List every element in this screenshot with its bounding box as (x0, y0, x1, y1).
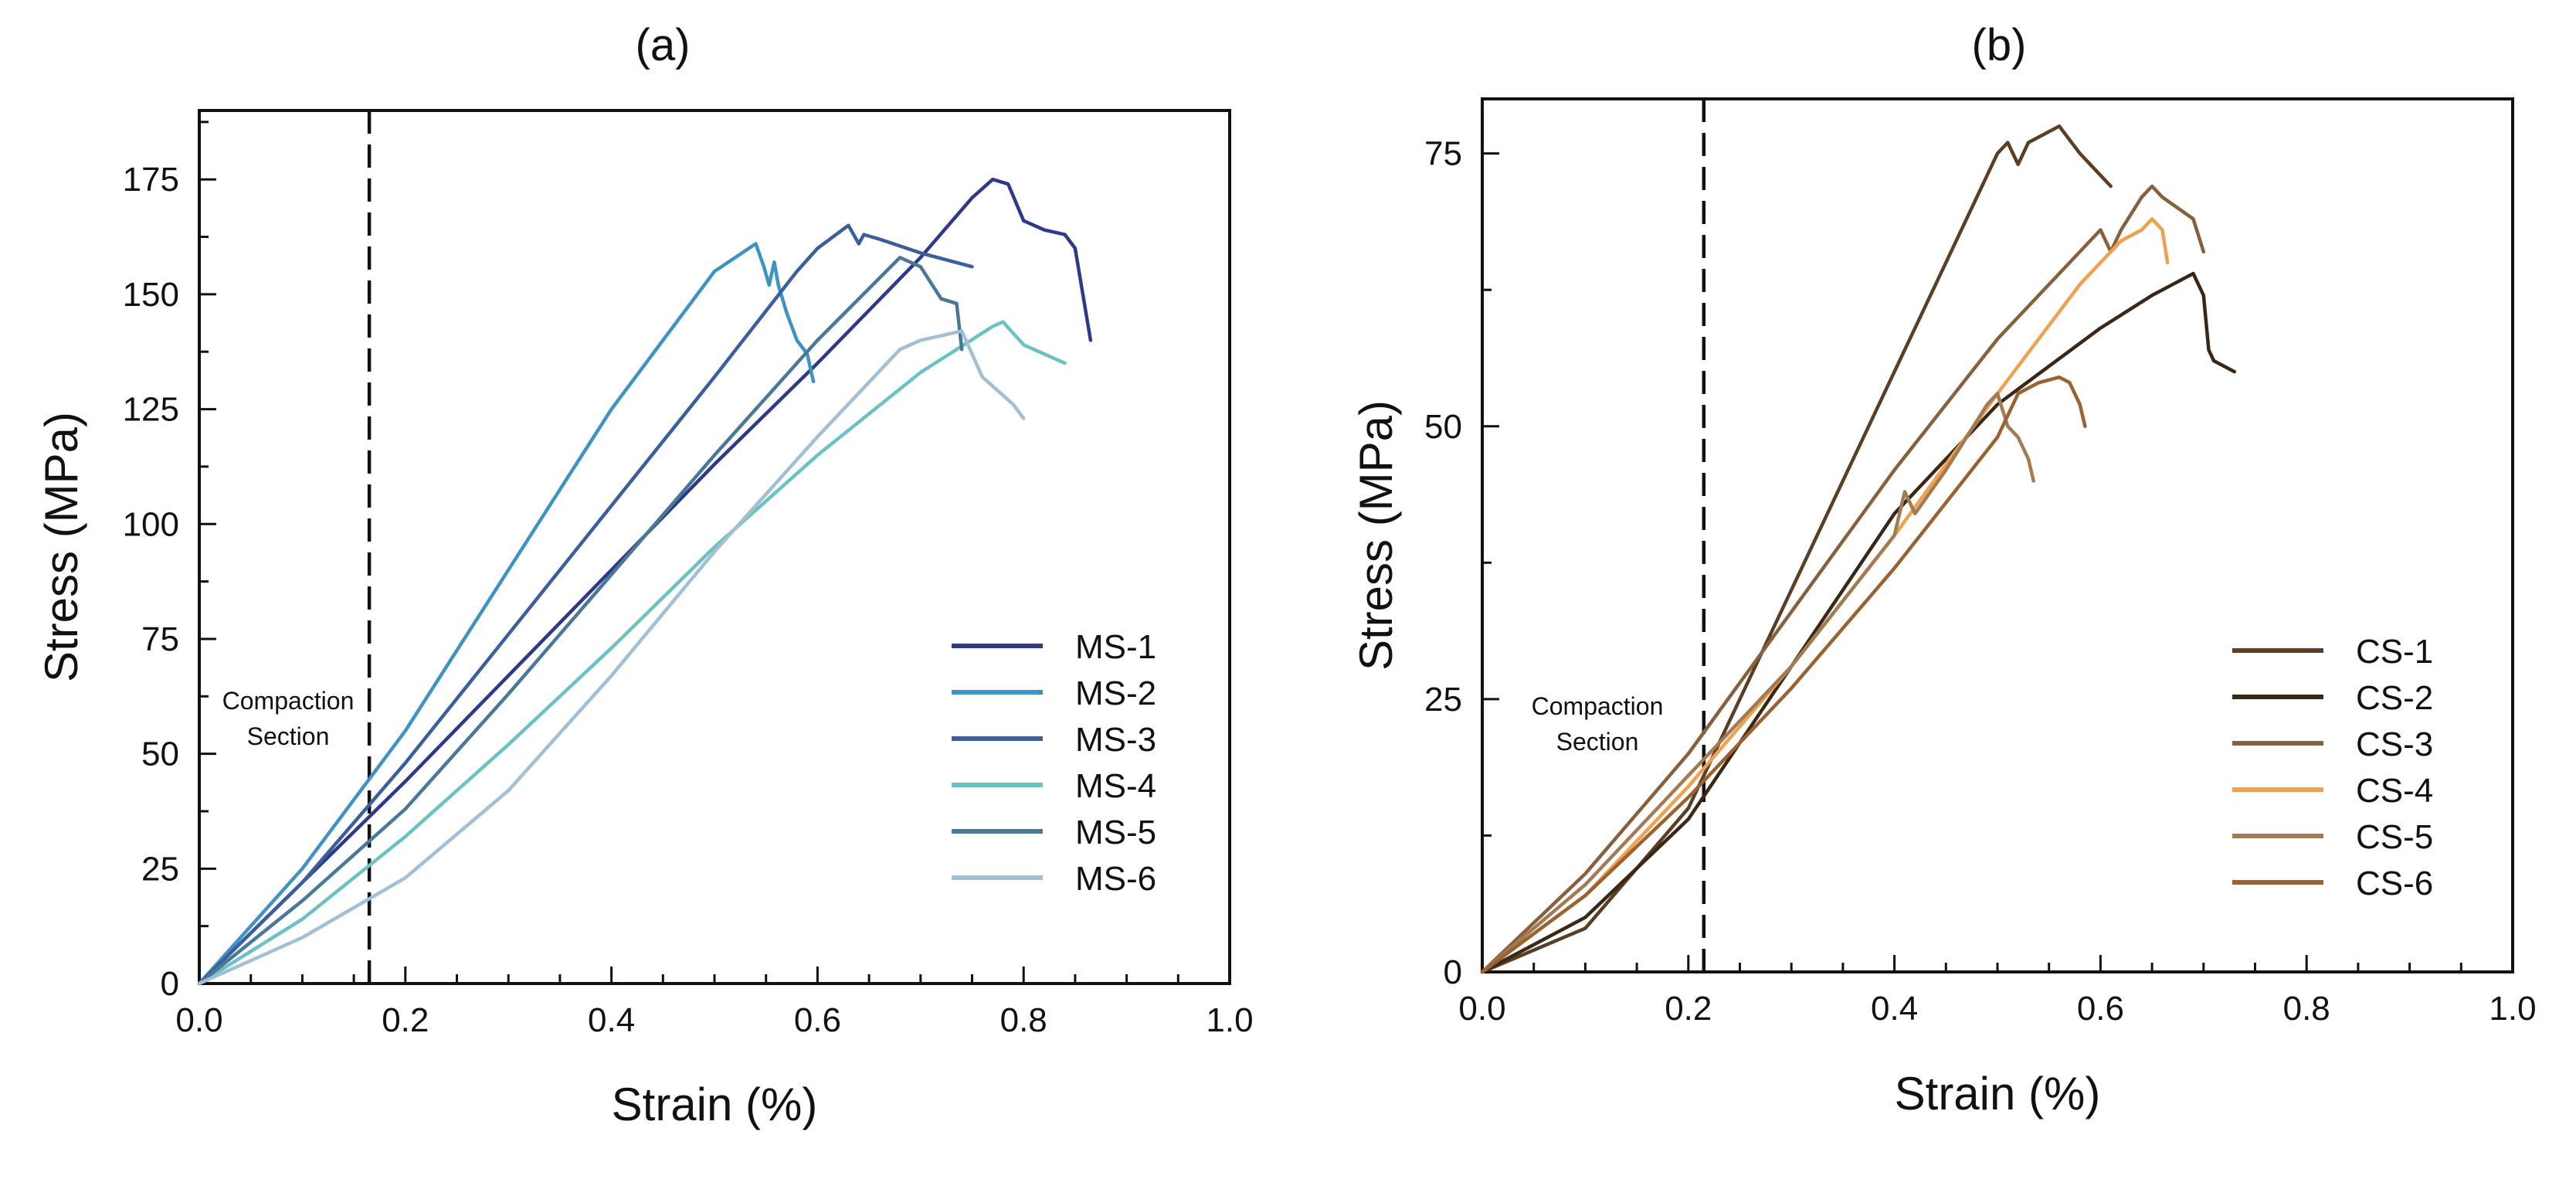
panel-a-title: (a) (636, 20, 691, 70)
legend-label-cs-4: CS-4 (2356, 772, 2433, 810)
series-cs-5 (1480, 392, 2035, 974)
x-tick-label: 0.4 (1871, 990, 1918, 1028)
x-tick-label: 0.0 (1458, 990, 1505, 1028)
legend-label-ms-3: MS-3 (1075, 721, 1156, 759)
legend-label-ms-1: MS-1 (1075, 628, 1156, 666)
series-cs-3 (1480, 184, 2206, 974)
legend-label-ms-2: MS-2 (1075, 674, 1156, 712)
panel-b-annotation-line-1: Compaction (1532, 692, 1664, 720)
x-tick-label: 0.0 (175, 1001, 222, 1039)
legend-label-cs-2: CS-2 (2356, 679, 2433, 717)
panel-b-legend: CS-1 CS-2 CS-3 CS-4 CS-5 CS-6 (2232, 633, 2433, 902)
y-tick-label: 75 (141, 620, 179, 658)
panel-b-title: (b) (1972, 20, 2027, 70)
x-tick-label: 1.0 (1206, 1001, 1253, 1039)
legend-label-ms-6: MS-6 (1075, 860, 1156, 898)
y-tick-label: 50 (1424, 408, 1462, 446)
panel-a: (a) 0.0 0.2 0.4 0.6 0.8 1.0 0 25 50 75 100 125 150 17… (36, 20, 1254, 1130)
panel-a-y-axis-label: Stress (MPa) (36, 412, 87, 682)
y-tick-label: 0 (1444, 953, 1462, 991)
panel-a-annotation-line-1: Compaction (222, 687, 355, 715)
series-cs-6 (1480, 375, 2087, 974)
x-tick-label: 0.2 (1665, 990, 1712, 1028)
panel-b-x-axis-label: Strain (%) (1895, 1068, 2101, 1120)
panel-a-series (197, 177, 1093, 986)
series-ms-4 (197, 320, 1067, 986)
x-tick-label: 0.8 (1000, 1001, 1047, 1039)
panel-b: (b) 0.0 0.2 0.4 0.6 0.8 1.0 0 25 50 75 Compaction… (1350, 20, 2537, 1120)
legend-label-ms-4: MS-4 (1075, 767, 1156, 805)
legend-label-cs-3: CS-3 (2356, 725, 2433, 763)
x-tick-label: 0.6 (794, 1001, 841, 1039)
y-tick-label: 150 (123, 276, 179, 314)
panel-b-annotation-line-2: Section (1556, 728, 1639, 756)
y-tick-label: 125 (123, 391, 179, 429)
legend-label-cs-5: CS-5 (2356, 818, 2433, 856)
y-tick-label: 100 (123, 505, 179, 543)
panel-a-x-axis-label: Strain (%) (612, 1079, 818, 1130)
panel-a-annotation-line-2: Section (247, 722, 330, 750)
panel-a-ticks: 0.0 0.2 0.4 0.6 0.8 1.0 0 25 50 75 100 125 150 175 (123, 121, 1254, 1039)
y-tick-label: 25 (141, 850, 179, 888)
x-tick-label: 0.6 (2077, 990, 2124, 1028)
legend-label-cs-6: CS-6 (2356, 865, 2433, 902)
series-cs-4 (1480, 217, 2170, 974)
series-ms-6 (197, 329, 1026, 986)
legend-label-cs-1: CS-1 (2356, 633, 2433, 671)
y-tick-label: 175 (123, 161, 179, 199)
panel-b-y-axis-label: Stress (MPa) (1350, 400, 1402, 671)
series-ms-1 (197, 177, 1093, 986)
series-ms-3 (197, 223, 974, 986)
series-cs-2 (1480, 271, 2237, 974)
panel-a-legend: MS-1 MS-2 MS-3 MS-4 MS-5 MS-6 (952, 628, 1156, 898)
x-tick-label: 1.0 (2489, 990, 2536, 1028)
x-tick-label: 0.8 (2283, 990, 2330, 1028)
series-cs-1 (1480, 124, 2113, 974)
series-ms-5 (197, 256, 964, 986)
x-tick-label: 0.2 (382, 1001, 429, 1039)
y-tick-label: 0 (161, 965, 179, 1003)
panel-b-series (1480, 124, 2237, 974)
legend-label-ms-5: MS-5 (1075, 814, 1156, 851)
y-tick-label: 25 (1424, 681, 1462, 719)
y-tick-label: 50 (141, 736, 179, 773)
panel-b-ticks: 0.0 0.2 0.4 0.6 0.8 1.0 0 25 50 75 (1424, 135, 2537, 1028)
x-tick-label: 0.4 (588, 1001, 635, 1039)
series-ms-2 (197, 242, 816, 986)
y-tick-label: 75 (1424, 135, 1462, 173)
